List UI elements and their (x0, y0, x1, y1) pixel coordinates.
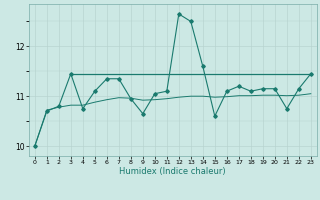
X-axis label: Humidex (Indice chaleur): Humidex (Indice chaleur) (119, 167, 226, 176)
